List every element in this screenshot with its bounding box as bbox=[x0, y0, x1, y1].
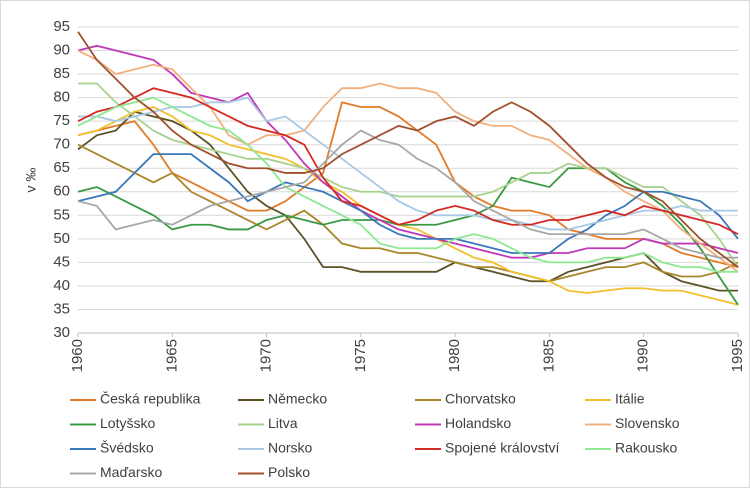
series-line bbox=[77, 167, 739, 306]
legend-label: Chorvatsko bbox=[445, 391, 516, 407]
y-tick-label: 30 bbox=[53, 324, 70, 341]
legend-label: Slovensko bbox=[615, 415, 680, 431]
legend-label: Německo bbox=[268, 391, 327, 407]
series-line bbox=[77, 49, 739, 273]
x-tick-label: 1965 bbox=[163, 339, 180, 372]
legend-label: Litva bbox=[268, 415, 298, 431]
series-line bbox=[78, 82, 739, 268]
legend-label: Švédsko bbox=[100, 440, 154, 456]
x-tick-label: 1960 bbox=[69, 339, 86, 372]
y-axis-label: v ‰ bbox=[23, 168, 39, 193]
y-tick-label: 40 bbox=[53, 277, 70, 294]
y-tick-label: 90 bbox=[53, 42, 70, 59]
y-tick-label: 45 bbox=[53, 253, 70, 270]
y-tick-label: 95 bbox=[53, 18, 70, 35]
x-tick-label: 1975 bbox=[352, 339, 369, 372]
x-tick-label: 1985 bbox=[540, 339, 557, 372]
series-line bbox=[77, 153, 739, 254]
x-tick-label: 1990 bbox=[635, 339, 652, 372]
legend-label: Polsko bbox=[268, 464, 310, 480]
series-line bbox=[77, 101, 739, 268]
series-line bbox=[77, 143, 739, 283]
series-line bbox=[77, 96, 738, 273]
legend-label: Česká republika bbox=[100, 391, 201, 407]
legend-label: Holandsko bbox=[445, 415, 511, 431]
y-tick-label: 70 bbox=[53, 136, 70, 153]
legend-label: Lotyšsko bbox=[100, 415, 155, 431]
y-tick-label: 60 bbox=[53, 183, 70, 200]
series-line bbox=[77, 106, 739, 306]
y-tick-label: 55 bbox=[53, 206, 70, 223]
y-tick-label: 85 bbox=[53, 65, 70, 82]
y-tick-label: 75 bbox=[53, 112, 70, 129]
legend-label: Maďarsko bbox=[100, 464, 163, 480]
legend-label: Spojené království bbox=[445, 440, 560, 456]
x-tick-label: 1995 bbox=[729, 339, 746, 372]
y-tick-label: 35 bbox=[53, 300, 70, 317]
series-line bbox=[77, 44, 739, 259]
y-tick-label: 80 bbox=[53, 89, 70, 106]
series-line bbox=[77, 31, 739, 268]
legend-label: Norsko bbox=[268, 440, 313, 456]
y-tick-label: 50 bbox=[53, 230, 70, 247]
legend-label: Itálie bbox=[615, 391, 645, 407]
legend-label: Rakousko bbox=[615, 440, 677, 456]
x-tick-label: 1970 bbox=[258, 339, 275, 372]
x-tick-label: 1980 bbox=[446, 339, 463, 372]
y-tick-label: 65 bbox=[53, 159, 70, 176]
series-line bbox=[77, 129, 738, 259]
series-line bbox=[77, 87, 739, 235]
